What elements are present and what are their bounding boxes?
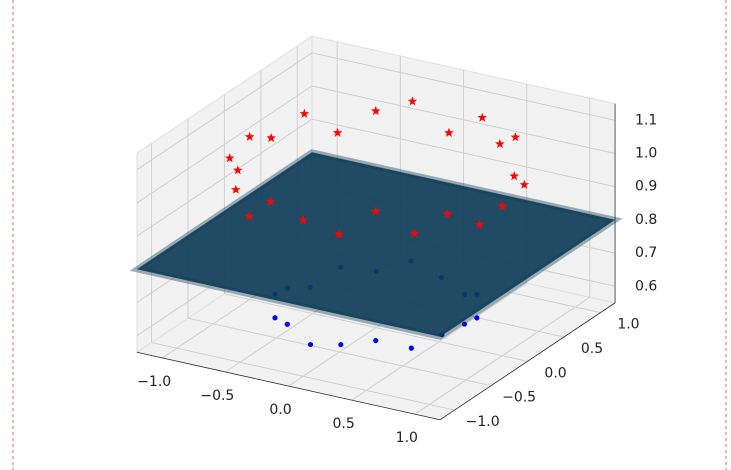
y-tick-label: 1.0 (617, 317, 639, 333)
point (509, 171, 519, 181)
grid-line (311, 85, 616, 154)
grid-line (224, 293, 528, 362)
point (298, 215, 308, 225)
point (442, 209, 453, 218)
point (266, 133, 276, 142)
point (272, 315, 278, 321)
z-tick-label: 1.0 (635, 145, 657, 161)
grid-line (136, 118, 313, 237)
z-tick-label: 0.7 (635, 245, 657, 261)
point (519, 179, 530, 189)
point (284, 321, 290, 327)
grid-line (151, 342, 455, 411)
x-axis (136, 351, 441, 421)
z-tick-label: 0.8 (635, 212, 657, 228)
point (474, 315, 480, 321)
point (299, 108, 310, 118)
point (338, 342, 344, 348)
point (233, 165, 243, 175)
point (307, 341, 314, 348)
point (461, 321, 468, 327)
y-tick-label: 0.5 (581, 341, 603, 357)
point (407, 96, 418, 106)
point (371, 206, 381, 216)
point (244, 131, 255, 141)
point (231, 184, 241, 194)
point (244, 211, 255, 221)
x-tick-label: −1.0 (137, 374, 171, 390)
point (477, 112, 487, 122)
x-tick-label: 1.0 (396, 430, 418, 446)
z-tick-label: 1.1 (635, 112, 657, 128)
y-tick-label: 0.0 (544, 365, 566, 381)
y-axis (439, 302, 616, 421)
point (224, 153, 235, 163)
plane (129, 149, 623, 341)
y-tick-label: −0.5 (502, 390, 536, 406)
point (332, 127, 343, 137)
grid-line (136, 52, 313, 171)
y-tick-label: −1.0 (466, 414, 500, 430)
grid-line (187, 317, 492, 387)
x-tick-label: −0.5 (200, 388, 234, 404)
point (265, 196, 276, 206)
point (408, 345, 414, 351)
point (497, 201, 508, 211)
grid-line (136, 85, 313, 204)
point (371, 106, 381, 116)
grid-line (311, 118, 616, 188)
point (409, 228, 420, 238)
x-tick-label: 0.5 (333, 416, 355, 432)
point (495, 138, 505, 148)
point (510, 132, 521, 142)
z-tick-label: 0.6 (635, 278, 657, 294)
point (474, 219, 485, 229)
grid-line (311, 52, 616, 121)
point (444, 127, 454, 137)
x-tick-label: 0.0 (269, 402, 291, 418)
point (373, 337, 379, 344)
z-tick-label: 0.9 (635, 179, 657, 195)
point (334, 229, 344, 239)
